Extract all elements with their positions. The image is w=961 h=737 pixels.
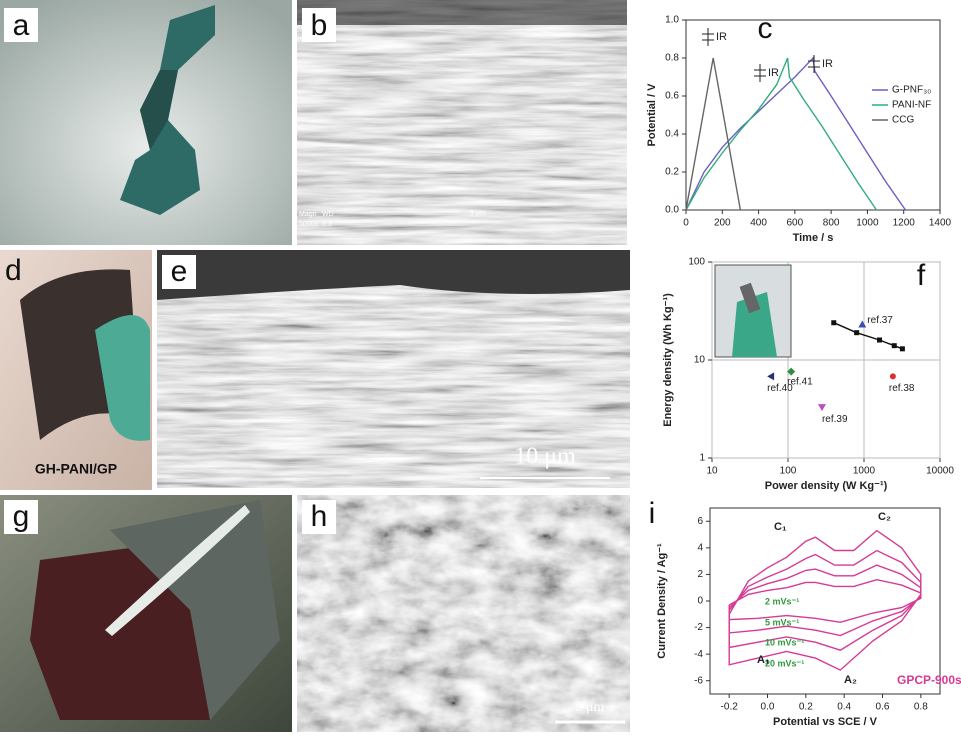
x-tick-label: 200: [714, 218, 731, 229]
panel-letter: f: [917, 259, 926, 292]
series-line: [729, 565, 921, 635]
series-line: [686, 58, 740, 210]
x-tick-label: 0.2: [799, 702, 813, 713]
series-line: [729, 531, 921, 671]
x-tick-label: 0.8: [914, 702, 928, 713]
y-tick-label: 0.6: [665, 91, 679, 102]
y-axis-label: Potential / V: [646, 83, 658, 147]
y-tick-label: 100: [688, 257, 705, 268]
panel-letter: c: [758, 12, 773, 45]
x-tick-label: 10: [706, 466, 718, 477]
page: Composite figure body { margin: 0; width…: [0, 0, 961, 732]
series-label: 10 mVs⁻¹: [765, 637, 804, 647]
point: [767, 372, 774, 380]
point: [831, 320, 836, 325]
y-tick-label: 4: [697, 542, 703, 553]
panel-letter: d: [5, 254, 22, 287]
point-label: ref.41: [787, 376, 813, 387]
y-tick-label: 0.2: [665, 167, 679, 178]
y-tick-label: 6: [697, 516, 703, 527]
y-tick-label: 1: [699, 453, 705, 464]
x-tick-label: 1200: [893, 218, 916, 229]
x-tick-label: 1000: [853, 466, 876, 477]
annotation: IR: [768, 67, 779, 79]
sem-shadow: [297, 0, 627, 25]
series-line: [686, 58, 906, 210]
sem-image: [297, 0, 627, 245]
sem-info: 6.3: [322, 221, 332, 228]
panel-letter: h: [311, 500, 328, 533]
annotation: A₁: [757, 654, 770, 666]
scale-label: 5 μm: [576, 700, 605, 715]
body: {"panels": [ {"label": "a"}, {"label": "…: [0, 0, 961, 732]
series-label: 5 mVs⁻¹: [765, 617, 799, 627]
x-tick-label: 10000: [926, 466, 954, 477]
sem-info: Magn: [299, 211, 317, 218]
y-tick-label: 1.0: [665, 15, 679, 26]
x-tick-label: 1400: [929, 218, 952, 229]
caption: GH-PANI/GP: [35, 461, 117, 477]
y-tick-label: 0.4: [665, 129, 679, 140]
y-tick-label: 0: [697, 596, 703, 607]
y-tick-label: 0.8: [665, 53, 679, 64]
point: [877, 337, 882, 342]
y-tick-label: 10: [694, 355, 706, 366]
point: [818, 404, 826, 411]
annotation: IR: [822, 58, 833, 70]
point: [890, 373, 896, 379]
sem-info: WD: [322, 211, 334, 218]
sem-scale: 5 μm: [470, 210, 486, 217]
point-label: ref.38: [889, 383, 915, 394]
point: [892, 343, 897, 348]
panel-letter: g: [13, 500, 30, 533]
series-label: 2 mVs⁻¹: [765, 596, 799, 606]
x-tick-label: 1000: [856, 218, 879, 229]
x-axis-label: Time / s: [793, 232, 834, 244]
annotation: C₁: [774, 521, 787, 533]
y-tick-label: -2: [694, 622, 703, 633]
figure: a b Magn WD 5000x 6.3 5 μm d GH-PANI/GP …: [0, 0, 961, 732]
annotation: GPCP-900s: [897, 673, 961, 687]
x-axis-label: Power density (W Kg⁻¹): [765, 480, 888, 492]
plot-frame: [710, 508, 940, 694]
point: [858, 321, 866, 328]
legend-label: CCG: [892, 115, 914, 126]
x-tick-label: 0.4: [837, 702, 851, 713]
series-line: [686, 58, 877, 210]
panel-letter: a: [13, 9, 30, 42]
series-line: [729, 551, 921, 651]
point: [854, 330, 859, 335]
sem-info: 5000x: [299, 221, 319, 228]
panel-letter: b: [311, 9, 328, 42]
series-line: [729, 580, 921, 623]
scale-label: 10 μm: [514, 444, 576, 470]
y-tick-label: 0.0: [665, 205, 679, 216]
annotation: IR: [716, 31, 727, 43]
x-tick-label: 400: [750, 218, 767, 229]
legend-label: G-PNF₃₀: [892, 85, 931, 96]
point-label: ref.37: [867, 315, 893, 326]
x-tick-label: 100: [780, 466, 797, 477]
panel-letter: i: [649, 497, 656, 530]
y-axis-label: Energy density (Wh Kg⁻¹): [662, 293, 674, 427]
point-label: ref.39: [822, 414, 848, 425]
y-tick-label: -4: [694, 649, 703, 660]
x-tick-label: 0.0: [761, 702, 775, 713]
y-axis-label: Current Density / Ag⁻¹: [656, 543, 668, 659]
x-tick-label: 600: [787, 218, 804, 229]
x-tick-label: 800: [823, 218, 840, 229]
x-tick-label: 0.6: [876, 702, 890, 713]
x-tick-label: 0: [683, 218, 689, 229]
annotation: A₂: [844, 674, 857, 686]
x-tick-label: -0.2: [721, 702, 739, 713]
panel-letter: e: [171, 255, 188, 288]
y-tick-label: -6: [694, 675, 703, 686]
x-axis-label: Potential vs SCE / V: [773, 716, 878, 728]
annotation: C₂: [878, 511, 891, 523]
point: [900, 346, 905, 351]
legend-label: PANI-NF: [892, 100, 931, 111]
y-tick-label: 2: [697, 569, 703, 580]
sem-image: [297, 495, 630, 732]
series-label: 20 mVs⁻¹: [765, 658, 804, 668]
